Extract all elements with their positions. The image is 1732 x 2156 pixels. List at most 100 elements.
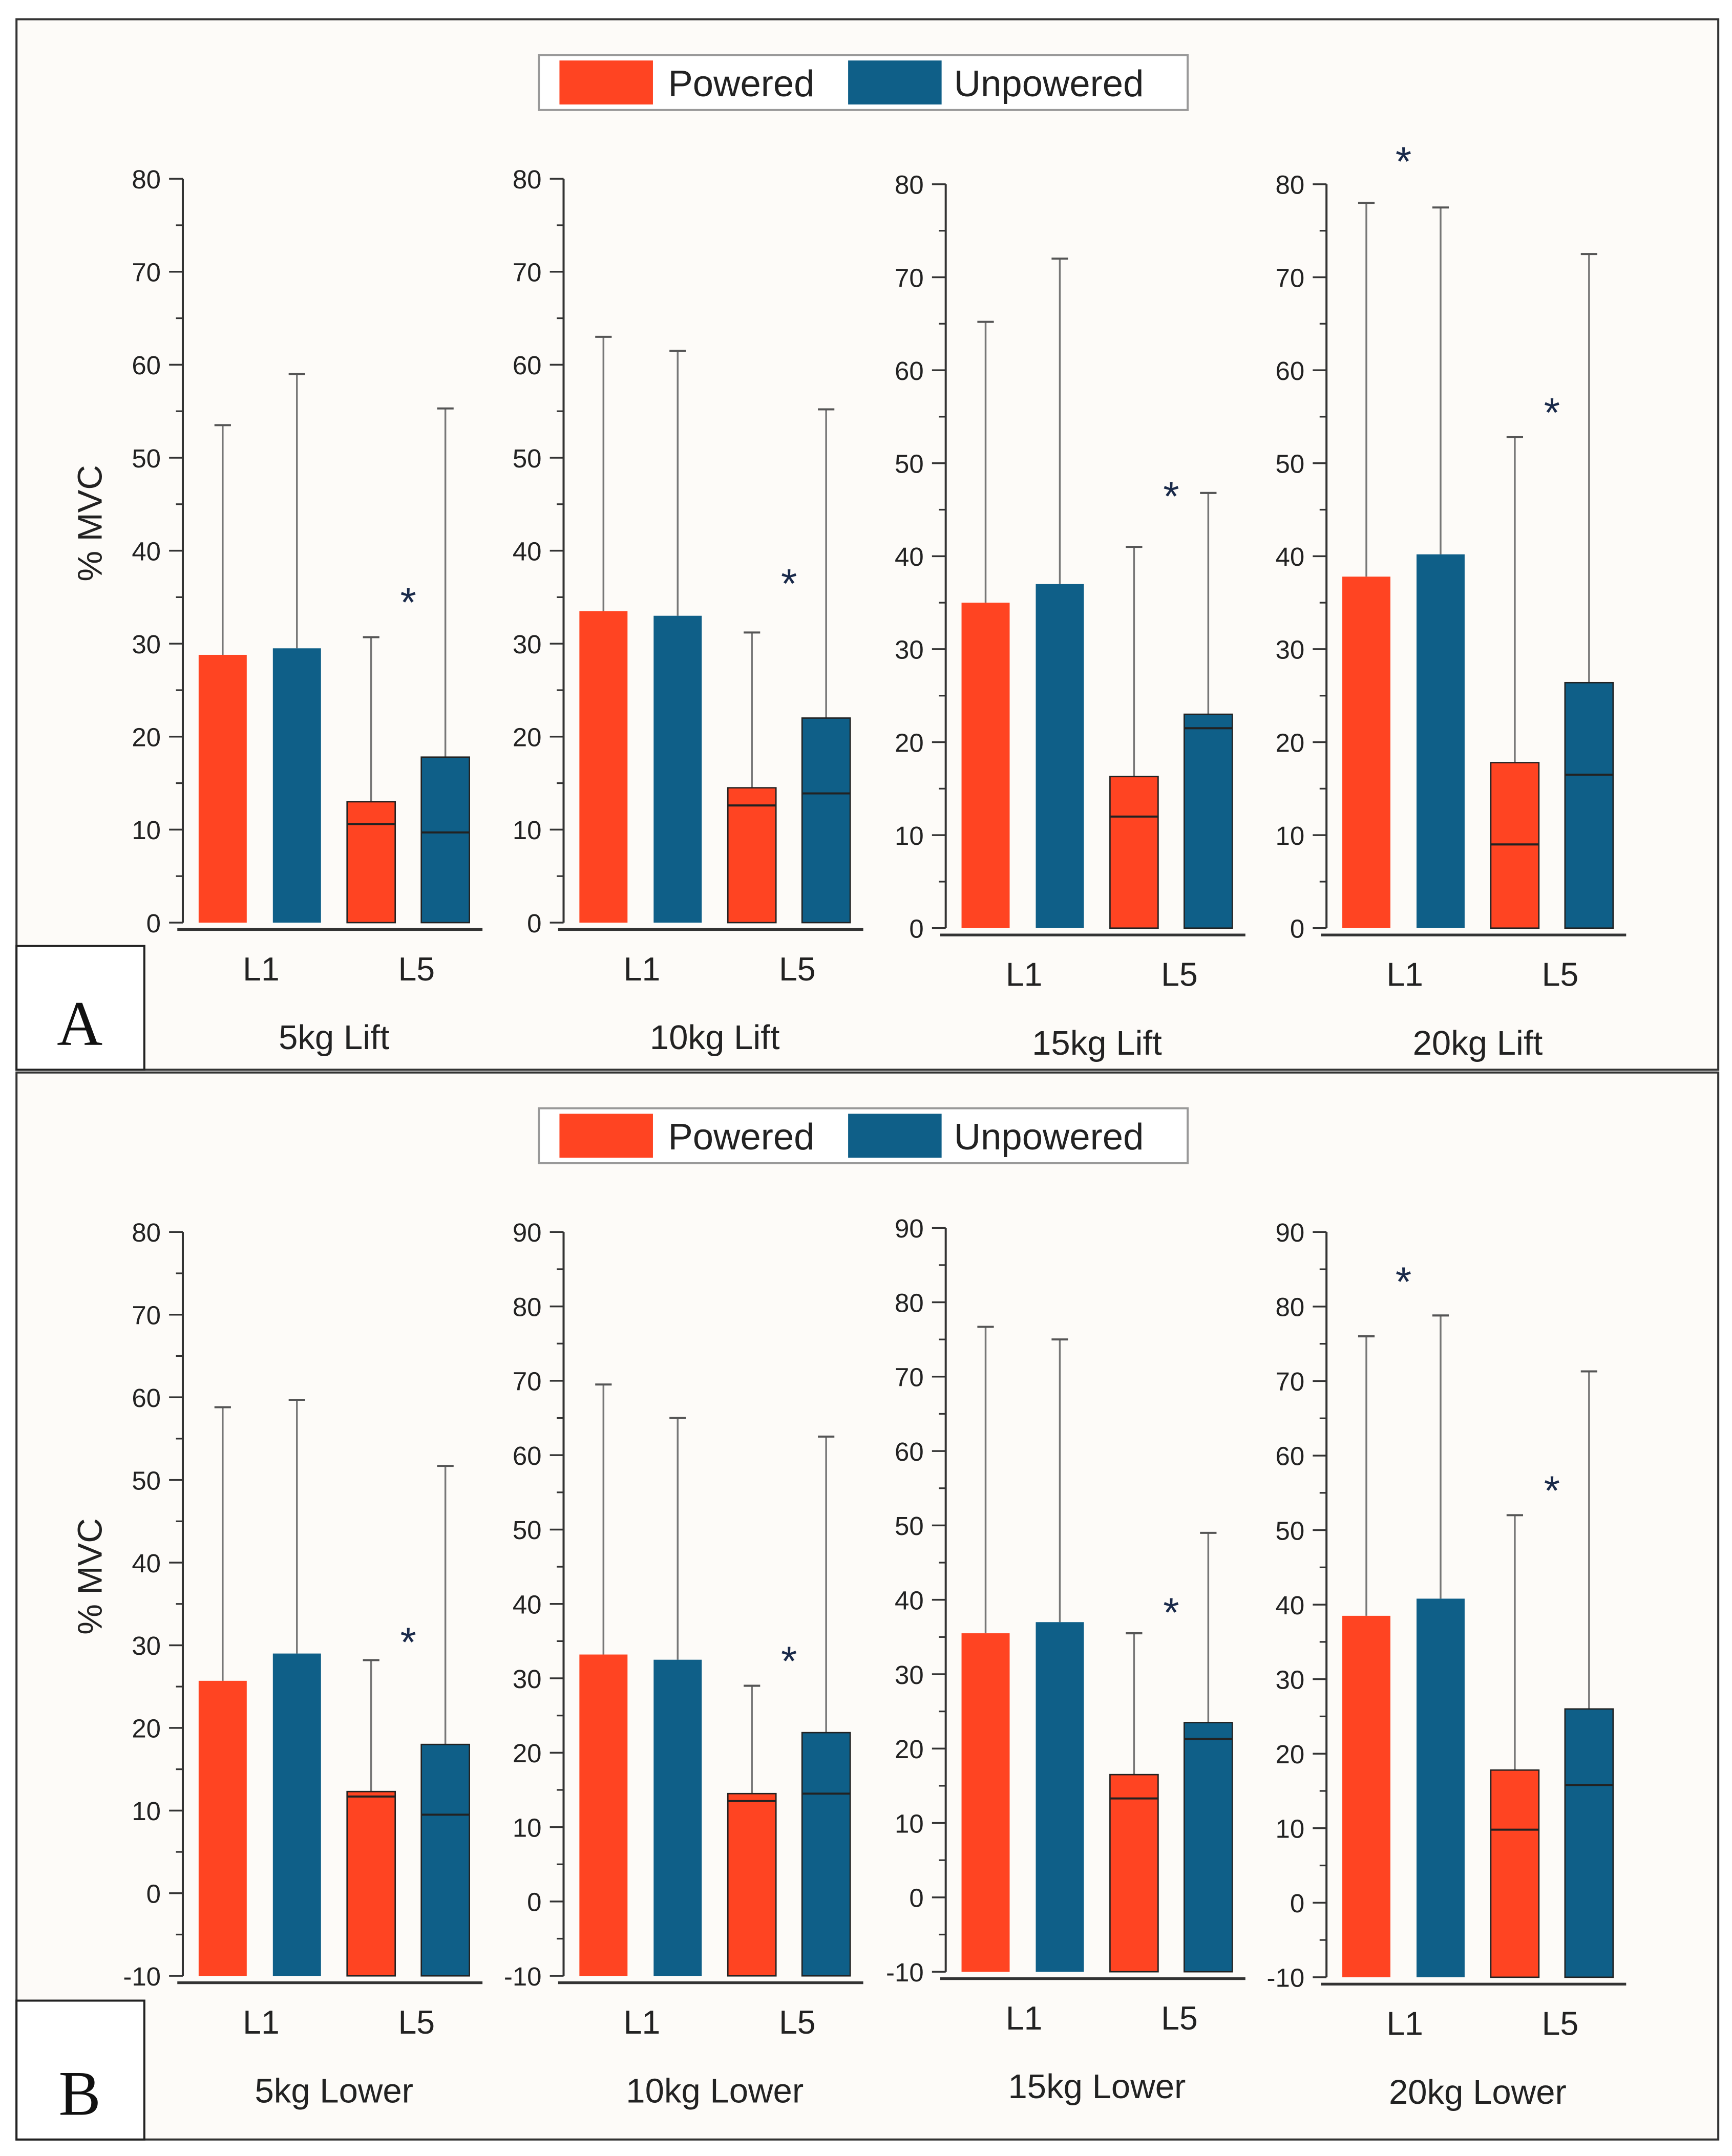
y-tick-label: 40	[132, 537, 161, 566]
bar-unpowered-undefined	[653, 615, 702, 923]
x-tick-label-L1: L1	[1386, 956, 1423, 993]
bar-unpowered-undefined	[1564, 1708, 1614, 1978]
y-tick-label: 50	[895, 449, 924, 478]
legend-swatch-unpowered	[848, 60, 942, 105]
significance-star: *	[1163, 474, 1179, 520]
y-tick-label: -10	[123, 1962, 161, 1991]
y-tick-label: 80	[1276, 1293, 1305, 1322]
bar-unpowered-undefined	[272, 1653, 321, 1976]
legend-label-unpowered: Unpowered	[954, 1116, 1144, 1158]
bar-powered-undefined	[1342, 1615, 1390, 1977]
y-tick-label: 0	[1290, 914, 1304, 944]
bar-powered-undefined	[346, 801, 396, 924]
x-tick-label-L5: L5	[398, 951, 435, 988]
x-tick-label-L1: L1	[1006, 956, 1043, 993]
panel-letter: B	[59, 2058, 101, 2128]
panel-B: Powered Unpowered B % MVC -10 0 10 20 30 40 50 60 70…	[15, 1071, 1720, 2141]
bar-powered-undefined	[1109, 776, 1159, 929]
chart-title: 10kg Lift	[650, 1018, 780, 1057]
bar-unpowered-undefined	[1416, 1598, 1465, 1977]
y-tick-label: 60	[1276, 1442, 1305, 1471]
y-tick-label: 90	[895, 1214, 924, 1243]
bar-unpowered-undefined	[1036, 1622, 1084, 1972]
y-tick-label: 10	[895, 821, 924, 850]
y-axis-label: % MVC	[71, 1518, 110, 1635]
legend-label-powered: Powered	[668, 63, 814, 104]
y-tick-label: 10	[1276, 821, 1305, 850]
y-tick-label: 20	[1276, 1740, 1305, 1769]
y-tick-label: 30	[132, 630, 161, 659]
y-tick-label: 80	[513, 1292, 542, 1321]
chart-15kg-lift: 0 10 20 30 40 50 60 70 80 * L1 L5 15kg Lift	[895, 170, 1245, 1062]
chart-15kg-lower: -10 0 10 20 30 40 50 60 70 80 90 * L1 L5 15kg Lower	[886, 1214, 1245, 2106]
bar-unpowered-undefined	[1184, 713, 1233, 929]
bar-unpowered-undefined	[272, 648, 321, 923]
y-tick-label: 20	[895, 728, 924, 757]
y-tick-label: 70	[1276, 1367, 1305, 1396]
y-tick-label: 0	[146, 1880, 161, 1909]
y-tick-label: 0	[527, 1888, 541, 1917]
significance-star: *	[1544, 1468, 1560, 1514]
panel-A: Powered Unpowered A % MVC 0 10 20 30 40 50 60 70 80 *…	[15, 18, 1720, 1071]
x-tick-label-L5: L5	[779, 2004, 816, 2041]
y-tick-label: 30	[132, 1631, 161, 1660]
y-tick-label: 60	[895, 356, 924, 386]
legend-swatch-powered	[559, 1114, 653, 1158]
y-tick-label: 60	[513, 351, 542, 380]
y-tick-label: -10	[504, 1962, 542, 1991]
chart-5kg-lower: -10 0 10 20 30 40 50 60 70 80 * L1 L5 5kg Lower	[123, 1218, 483, 2110]
bar-powered-undefined	[1342, 577, 1390, 928]
chart-20kg-lift: 0 10 20 30 40 50 60 70 80 * * L1 L5 20kg Lift	[1276, 139, 1627, 1062]
y-tick-label: 0	[909, 1884, 923, 1913]
y-tick-label: 80	[132, 1218, 161, 1247]
x-tick-label-L1: L1	[624, 951, 661, 988]
bar-unpowered-undefined	[653, 1659, 702, 1976]
y-tick-label: 0	[527, 909, 541, 938]
y-tick-label: 30	[1276, 635, 1305, 665]
x-tick-label-L5: L5	[1542, 956, 1579, 993]
y-tick-label: 50	[132, 444, 161, 473]
y-tick-label: 50	[895, 1511, 924, 1541]
y-tick-label: 40	[895, 1586, 924, 1615]
legend-label-powered: Powered	[668, 1116, 814, 1158]
bar-powered-undefined	[579, 1654, 628, 1976]
y-tick-label: 70	[132, 258, 161, 287]
y-tick-label: 80	[1276, 170, 1305, 200]
y-tick-label: 40	[1276, 1591, 1305, 1620]
x-tick-label-L5: L5	[1161, 956, 1198, 993]
bar-powered-undefined	[727, 1792, 777, 1977]
significance-star: *	[1396, 1259, 1411, 1305]
y-tick-label: 60	[132, 351, 161, 380]
y-tick-label: 20	[1276, 728, 1305, 757]
y-tick-label: 70	[895, 263, 924, 292]
chart-title: 15kg Lift	[1032, 1024, 1162, 1062]
bar-unpowered-undefined	[1036, 584, 1084, 928]
y-tick-label: 40	[132, 1549, 161, 1578]
y-tick-label: 0	[909, 914, 923, 944]
y-tick-label: 70	[513, 1367, 542, 1396]
y-tick-label: 30	[895, 1660, 924, 1690]
legend-label-unpowered: Unpowered	[954, 63, 1144, 104]
bar-unpowered-undefined	[1564, 681, 1614, 929]
y-tick-label: 30	[513, 630, 542, 659]
y-tick-label: 60	[132, 1383, 161, 1413]
y-tick-label: 80	[895, 170, 924, 200]
y-axis-label: % MVC	[71, 465, 110, 582]
chart-title: 20kg Lower	[1389, 2073, 1567, 2111]
significance-star: *	[1544, 390, 1560, 436]
y-tick-label: 90	[1276, 1218, 1305, 1247]
panel-letter-box	[15, 945, 145, 1071]
bar-unpowered-undefined	[420, 1743, 470, 1977]
x-tick-label-L5: L5	[779, 951, 816, 988]
x-tick-label-L1: L1	[243, 951, 280, 988]
y-tick-label: 40	[513, 537, 542, 566]
y-tick-label: 70	[1276, 263, 1305, 292]
y-tick-label: 60	[895, 1437, 924, 1466]
y-tick-label: 10	[513, 816, 542, 845]
chart-10kg-lift: 0 10 20 30 40 50 60 70 80 * L1 L5 10kg Lift	[513, 165, 863, 1057]
bar-unpowered-undefined	[420, 756, 470, 924]
chart-title: 20kg Lift	[1413, 1024, 1543, 1062]
y-tick-label: -10	[886, 1958, 924, 1987]
legend-swatch-powered	[559, 60, 653, 105]
